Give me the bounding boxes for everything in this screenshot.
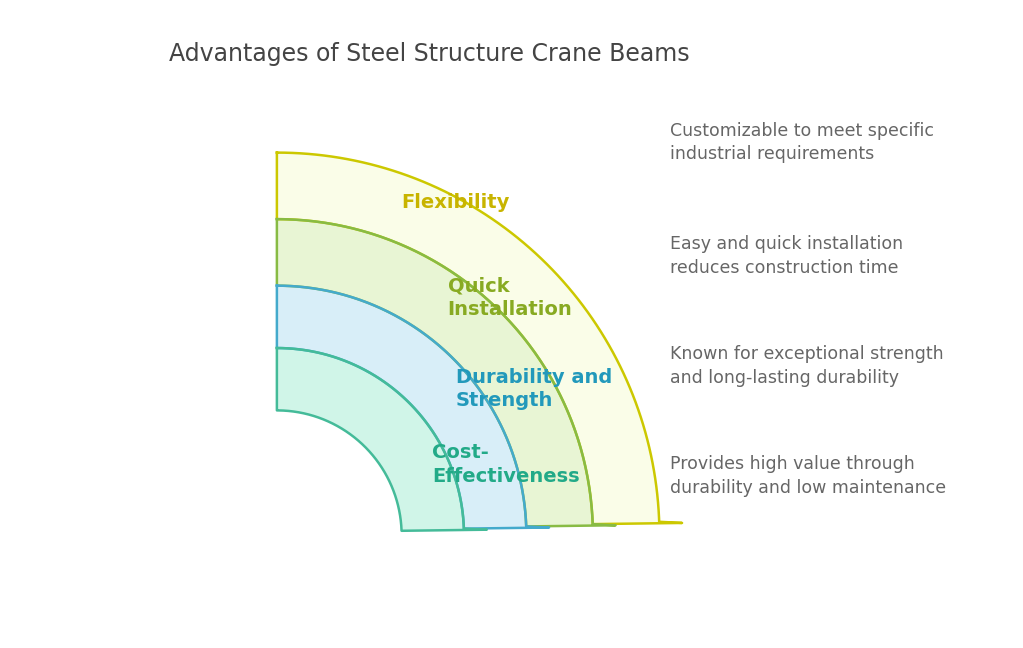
Text: Customizable to meet specific
industrial requirements: Customizable to meet specific industrial… bbox=[670, 122, 934, 163]
Polygon shape bbox=[277, 286, 549, 529]
Text: Easy and quick installation
reduces construction time: Easy and quick installation reduces cons… bbox=[670, 235, 903, 277]
Polygon shape bbox=[277, 153, 682, 524]
Text: Flexibility: Flexibility bbox=[401, 194, 509, 213]
Polygon shape bbox=[277, 348, 487, 531]
Polygon shape bbox=[277, 219, 616, 526]
Text: Durability and
Strength: Durability and Strength bbox=[455, 368, 612, 410]
Text: Quick
Installation: Quick Installation bbox=[447, 277, 572, 319]
Text: Cost-
Effectiveness: Cost- Effectiveness bbox=[433, 443, 580, 485]
Text: Provides high value through
durability and low maintenance: Provides high value through durability a… bbox=[670, 456, 946, 497]
Text: Advantages of Steel Structure Crane Beams: Advantages of Steel Structure Crane Beam… bbox=[170, 42, 690, 66]
Text: Known for exceptional strength
and long-lasting durability: Known for exceptional strength and long-… bbox=[670, 345, 943, 387]
